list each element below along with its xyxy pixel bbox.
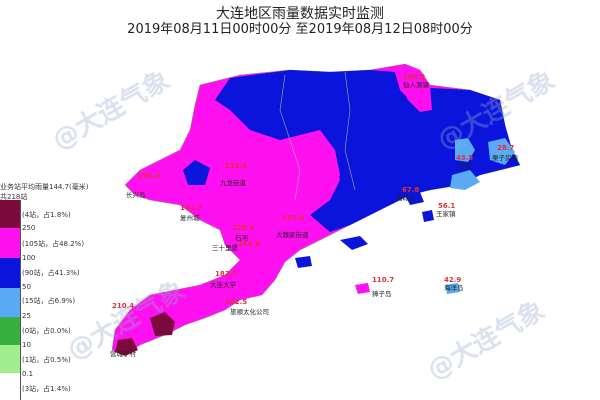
legend-count: (90站，占41.3%) bbox=[22, 269, 80, 277]
legend-threshold: 25 bbox=[22, 312, 31, 320]
station-name: 长兴岛 bbox=[126, 190, 146, 199]
station-name: 旅顺太化公司 bbox=[230, 307, 269, 316]
region-darkred bbox=[115, 338, 138, 356]
legend-swatch bbox=[0, 317, 20, 345]
station-name: 营城子村 bbox=[110, 349, 137, 358]
region-magenta-north bbox=[400, 64, 432, 112]
legend-count: (0站，占0.0%) bbox=[22, 327, 71, 335]
legend-count: (15站，占6.9%) bbox=[22, 297, 76, 305]
legend-threshold: 100 bbox=[22, 254, 36, 262]
station-value: 156.0 bbox=[138, 172, 160, 180]
legend-swatch bbox=[0, 345, 20, 373]
station-value: 110.7 bbox=[372, 276, 394, 284]
station-name: 石河 bbox=[235, 234, 249, 242]
region-lightblue bbox=[450, 170, 480, 190]
island bbox=[422, 210, 434, 222]
boundary bbox=[279, 71, 356, 201]
station-value: 43.5 bbox=[456, 154, 473, 162]
region-lightblue bbox=[488, 138, 515, 165]
island bbox=[445, 283, 460, 294]
legend-count: (4站，占1.8%) bbox=[22, 211, 71, 219]
island bbox=[295, 256, 312, 268]
station-name: 栗子房镇 bbox=[492, 153, 519, 162]
legend-threshold: 250 bbox=[22, 224, 36, 232]
island bbox=[405, 192, 424, 205]
station-value: 132.6 bbox=[225, 162, 247, 170]
station-value: 67.8 bbox=[402, 186, 419, 194]
legend-swatch bbox=[0, 228, 20, 258]
island bbox=[355, 283, 370, 294]
station-value: 210.4 bbox=[112, 302, 134, 310]
region-magenta-central bbox=[300, 130, 340, 210]
island bbox=[340, 236, 368, 250]
legend-count: (3站，占1.4%) bbox=[22, 385, 71, 393]
legend-average: 业务站平均雨量144.7(毫米) bbox=[0, 183, 89, 191]
station-value: 28.7 bbox=[497, 144, 514, 152]
station-name: 大连大学 bbox=[210, 280, 237, 289]
region-blue bbox=[215, 70, 520, 232]
station-name: 王家镇 bbox=[436, 209, 456, 218]
station-name: 庄河 bbox=[458, 161, 472, 170]
station-name: 石城乡 bbox=[396, 194, 416, 202]
station-value: 182.5 bbox=[215, 270, 237, 278]
station-value: 128.3 bbox=[232, 224, 254, 232]
station-value: 42.9 bbox=[444, 276, 461, 284]
station-name: 三十里堡 bbox=[212, 243, 239, 252]
legend-total: 共218站 bbox=[0, 193, 28, 201]
station-name: 獐子岛 bbox=[372, 289, 392, 298]
page-title: 大连地区雨量数据实时监测 bbox=[216, 6, 384, 22]
legend-threshold: 10 bbox=[22, 341, 31, 349]
region-blue-west bbox=[183, 160, 210, 185]
region-darkred bbox=[150, 312, 175, 336]
region-lightblue bbox=[455, 138, 475, 162]
station-labels: 156.0 长兴岛 132.6 九龙街道 141.7 复州城 128.3 石河 … bbox=[110, 73, 519, 358]
legend-count: (1站，占0.5%) bbox=[22, 356, 71, 364]
station-value: 102.5 bbox=[225, 298, 247, 306]
station-name: 大魏家街道 bbox=[276, 230, 309, 239]
legend-swatch bbox=[0, 258, 20, 288]
legend-swatch bbox=[0, 200, 20, 228]
station-value: 114.6 bbox=[238, 240, 260, 248]
legend-threshold: 50 bbox=[22, 283, 31, 291]
station-name: 九龙街道 bbox=[220, 178, 247, 187]
legend-swatch bbox=[0, 288, 20, 317]
station-value: 56.1 bbox=[438, 202, 455, 210]
legend-axis bbox=[20, 200, 21, 400]
legend-count: (105站，占48.2%) bbox=[22, 240, 85, 248]
legend-threshold: 0.1 bbox=[22, 370, 34, 378]
station-value: 141.7 bbox=[180, 204, 202, 212]
station-name: 仙人洞镇 bbox=[403, 80, 430, 89]
station-name: 复州城 bbox=[180, 213, 200, 222]
time-range: 2019年08月11日00时00分 至2019年08月12日08时00分 bbox=[127, 22, 473, 37]
station-name: 海洋岛 bbox=[444, 283, 464, 292]
station-value: 160.9 bbox=[403, 73, 425, 81]
station-value: 137.0 bbox=[282, 214, 304, 222]
